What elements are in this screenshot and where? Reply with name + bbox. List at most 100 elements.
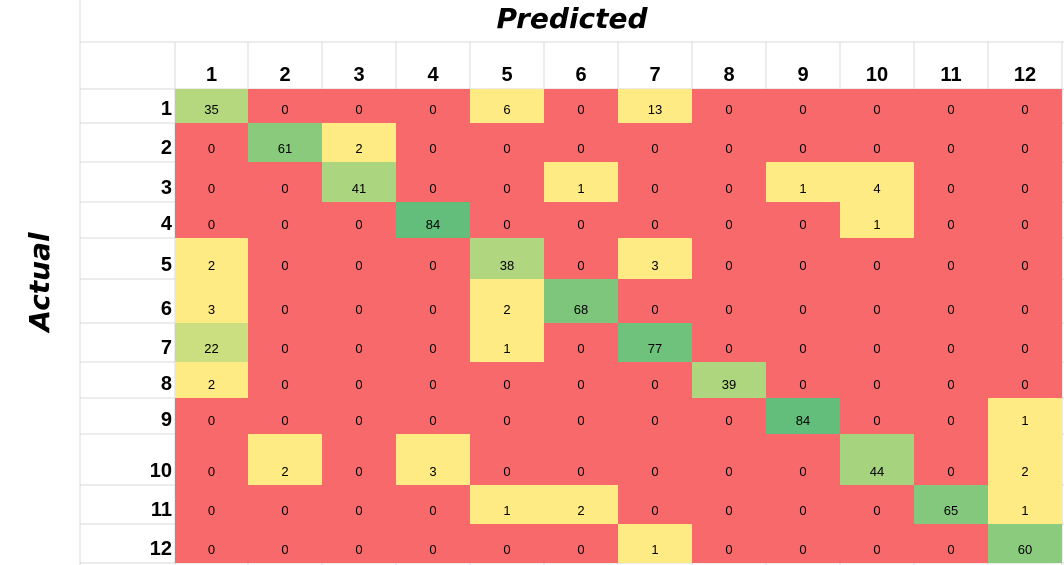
cell-value-r2-c7: 0 (651, 141, 659, 156)
cell-bg-r12-c3 (322, 524, 396, 563)
predicted-axis-title: Predicted (496, 2, 648, 35)
cell-value-r11-c2: 0 (281, 503, 289, 518)
cell-bg-r4-c2 (248, 202, 322, 238)
cell-value-r3-c5: 0 (503, 181, 511, 196)
row-label-6: 6 (160, 298, 172, 320)
cell-value-r7-c8: 0 (725, 341, 733, 356)
cell-bg-r9-c6 (544, 398, 618, 434)
cell-bg-r3-c12 (988, 162, 1062, 202)
row-label-4: 4 (160, 213, 172, 235)
cell-bg-r5-c6 (544, 238, 618, 279)
cell-bg-r6-c11 (914, 279, 988, 323)
cell-bg-r8-c3 (322, 362, 396, 398)
cell-value-r7-c4: 0 (429, 341, 437, 356)
cell-value-r12-c6: 0 (577, 542, 585, 557)
cell-bg-r5-c10 (840, 238, 914, 279)
cell-bg-r2-c11 (914, 123, 988, 162)
cell-bg-r7-c1 (175, 323, 248, 362)
cell-bg-r11-c5 (470, 485, 544, 524)
cell-value-r7-c5: 1 (503, 341, 511, 356)
cell-value-r11-c7: 0 (651, 503, 659, 518)
cell-value-r11-c11: 65 (943, 503, 959, 518)
cell-bg-r11-c1 (175, 485, 248, 524)
cell-value-r5-c3: 0 (355, 258, 363, 273)
cell-value-r4-c2: 0 (281, 217, 289, 232)
cell-value-r5-c12: 0 (1021, 258, 1029, 273)
cell-bg-r3-c9 (766, 162, 840, 202)
cell-value-r4-c9: 0 (799, 217, 807, 232)
cell-value-r4-c5: 0 (503, 217, 511, 232)
cell-bg-r9-c10 (840, 398, 914, 434)
cell-value-r12-c5: 0 (503, 542, 511, 557)
cell-value-r8-c8: 39 (721, 377, 737, 392)
cell-bg-r2-c1 (175, 123, 248, 162)
cell-value-r6-c10: 0 (873, 302, 881, 317)
cell-value-r11-c6: 2 (577, 503, 585, 518)
cell-value-r10-c10: 44 (869, 464, 885, 479)
cell-bg-r9-c9 (766, 398, 840, 434)
cell-bg-r10-c3 (322, 434, 396, 485)
cell-bg-r4-c5 (470, 202, 544, 238)
cell-value-r7-c2: 0 (281, 341, 289, 356)
cell-bg-r11-c8 (692, 485, 766, 524)
cell-value-r2-c3: 2 (355, 141, 363, 156)
cell-value-r9-c8: 0 (725, 413, 733, 428)
cell-bg-r7-c12 (988, 323, 1062, 362)
cell-bg-r7-c7 (618, 323, 692, 362)
cell-value-r11-c9: 0 (799, 503, 807, 518)
cell-value-r3-c6: 1 (577, 181, 585, 196)
cell-value-r8-c12: 0 (1021, 377, 1029, 392)
cell-bg-r4-c7 (618, 202, 692, 238)
cell-bg-r9-c11 (914, 398, 988, 434)
column-label-8: 8 (723, 64, 735, 86)
cell-value-r3-c3: 41 (351, 181, 367, 196)
cell-value-r9-c12: 1 (1021, 413, 1029, 428)
cell-value-r8-c3: 0 (355, 377, 363, 392)
cell-bg-r1-c3 (322, 89, 396, 123)
cell-value-r9-c3: 0 (355, 413, 363, 428)
cell-bg-r3-c3 (322, 162, 396, 202)
cell-value-r7-c6: 0 (577, 341, 585, 356)
cell-bg-r11-c11 (914, 485, 988, 524)
row-label-3: 3 (160, 177, 172, 199)
column-label-3: 3 (353, 64, 365, 86)
cell-value-r12-c1: 0 (207, 542, 216, 557)
cell-value-r4-c7: 0 (651, 217, 659, 232)
cell-bg-r9-c4 (396, 398, 470, 434)
cell-value-r1-c9: 0 (799, 102, 807, 117)
cell-value-r12-c8: 0 (725, 542, 733, 557)
row-label-8: 8 (160, 373, 172, 395)
cell-value-r1-c11: 0 (947, 102, 955, 117)
cell-value-r9-c7: 0 (651, 413, 659, 428)
cell-bg-r7-c3 (322, 323, 396, 362)
cell-value-r7-c12: 0 (1021, 341, 1029, 356)
cell-value-r6-c5: 2 (503, 302, 511, 317)
column-label-4: 4 (427, 64, 439, 86)
column-label-12: 12 (1013, 64, 1037, 86)
cell-bg-r7-c10 (840, 323, 914, 362)
cell-bg-r2-c4 (396, 123, 470, 162)
cell-bg-r1-c1 (175, 89, 248, 123)
cell-bg-r6-c4 (396, 279, 470, 323)
cell-bg-r8-c1 (175, 362, 248, 398)
cell-value-r12-c12: 60 (1017, 542, 1033, 557)
cell-value-r5-c4: 0 (429, 258, 437, 273)
cell-bg-r1-c10 (840, 89, 914, 123)
cell-bg-r7-c11 (914, 323, 988, 362)
cell-bg-r5-c9 (766, 238, 840, 279)
cell-bg-r2-c8 (692, 123, 766, 162)
cell-bg-r7-c9 (766, 323, 840, 362)
cell-bg-r5-c11 (914, 238, 988, 279)
cell-bg-r10-c11 (914, 434, 988, 485)
cell-bg-r12-c9 (766, 524, 840, 563)
cell-bg-r3-c5 (470, 162, 544, 202)
row-label-10: 10 (149, 460, 172, 482)
cell-value-r4-c10: 1 (873, 217, 881, 232)
cell-value-r2-c2: 61 (277, 141, 293, 156)
cell-value-r12-c11: 0 (947, 542, 955, 557)
cell-bg-r10-c4 (396, 434, 470, 485)
cell-bg-r10-c1 (175, 434, 248, 485)
cell-bg-r11-c3 (322, 485, 396, 524)
cell-bg-r6-c1 (175, 279, 248, 323)
cell-bg-r12-c11 (914, 524, 988, 563)
